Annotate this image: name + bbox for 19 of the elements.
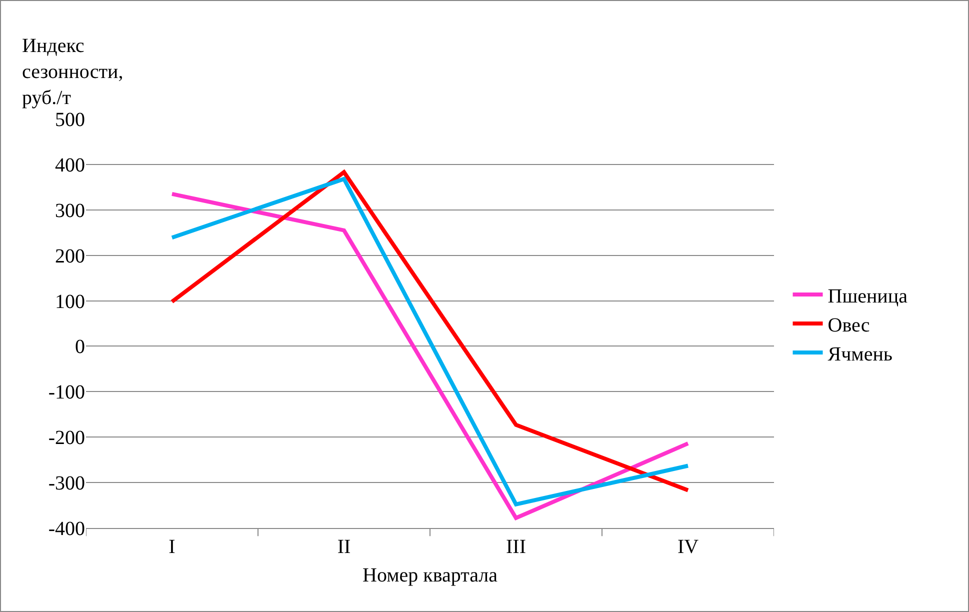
- x-tick-label: II: [337, 536, 351, 558]
- y-tick-label: -100: [48, 382, 85, 404]
- y-tick-label: 400: [55, 154, 85, 176]
- x-axis-title: Номер квартала: [362, 564, 498, 586]
- y-tick-label: -300: [48, 472, 85, 495]
- legend-label: Ячмень: [828, 343, 893, 366]
- x-tick-label: I: [168, 536, 176, 558]
- y-tick-label: 200: [55, 245, 85, 268]
- y-tick-label: -200: [48, 427, 85, 450]
- legend-label: Овес: [828, 314, 870, 336]
- y-tick-label: 0: [75, 336, 85, 358]
- y-tick-label: 100: [55, 290, 85, 313]
- x-tick-label: III: [506, 536, 526, 558]
- legend-label: Пшеница: [828, 285, 908, 308]
- y-tick-label: 300: [55, 200, 85, 222]
- x-tick-label: IV: [677, 536, 700, 558]
- y-tick-label: -400: [48, 518, 85, 540]
- y-tick-label: 500: [55, 109, 85, 131]
- y-axis-title: Индекс сезонности, руб./т: [22, 35, 124, 109]
